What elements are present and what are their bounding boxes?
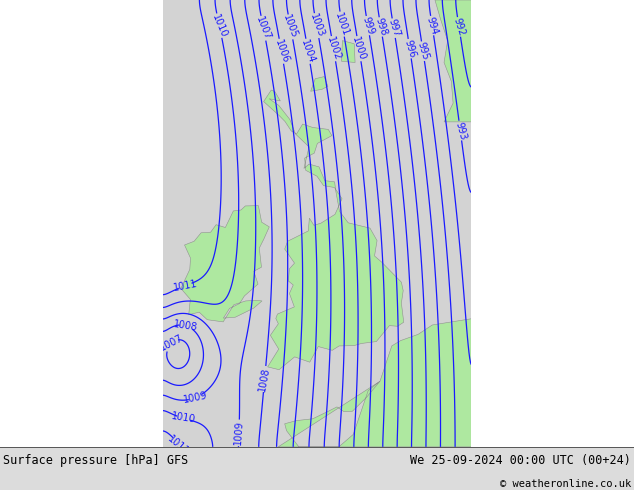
Text: 996: 996 (402, 38, 417, 59)
Text: 1009: 1009 (233, 420, 245, 445)
Text: 993: 993 (453, 121, 467, 141)
Polygon shape (181, 206, 269, 322)
Text: 1011: 1011 (165, 434, 191, 457)
Text: 1006: 1006 (273, 38, 290, 65)
Text: 1001: 1001 (333, 11, 351, 37)
Text: 1003: 1003 (307, 12, 325, 39)
Text: 1008: 1008 (257, 366, 272, 392)
Text: 1010: 1010 (171, 412, 197, 425)
Text: We 25-09-2024 00:00 UTC (00+24): We 25-09-2024 00:00 UTC (00+24) (410, 454, 631, 467)
Text: 1005: 1005 (281, 14, 299, 40)
Text: 1002: 1002 (325, 35, 342, 62)
Polygon shape (342, 41, 355, 63)
Text: Surface pressure [hPa] GFS: Surface pressure [hPa] GFS (3, 454, 188, 467)
Text: 997: 997 (386, 18, 401, 39)
Polygon shape (435, 0, 471, 122)
Text: 994: 994 (425, 15, 439, 36)
Polygon shape (278, 319, 471, 447)
Text: 1009: 1009 (182, 391, 208, 405)
Text: 1008: 1008 (173, 319, 199, 333)
Polygon shape (264, 90, 404, 369)
Text: 1007: 1007 (158, 333, 185, 353)
Text: 995: 995 (415, 41, 430, 62)
Polygon shape (311, 76, 328, 91)
Text: 1011: 1011 (172, 279, 198, 293)
Text: 1010: 1010 (210, 12, 229, 39)
Text: 992: 992 (451, 17, 467, 37)
Text: © weatheronline.co.uk: © weatheronline.co.uk (500, 479, 631, 489)
Text: 1007: 1007 (254, 15, 273, 42)
Text: 1004: 1004 (299, 38, 317, 64)
Text: 999: 999 (360, 15, 375, 36)
Text: 1000: 1000 (351, 35, 368, 62)
Text: 998: 998 (373, 17, 389, 37)
